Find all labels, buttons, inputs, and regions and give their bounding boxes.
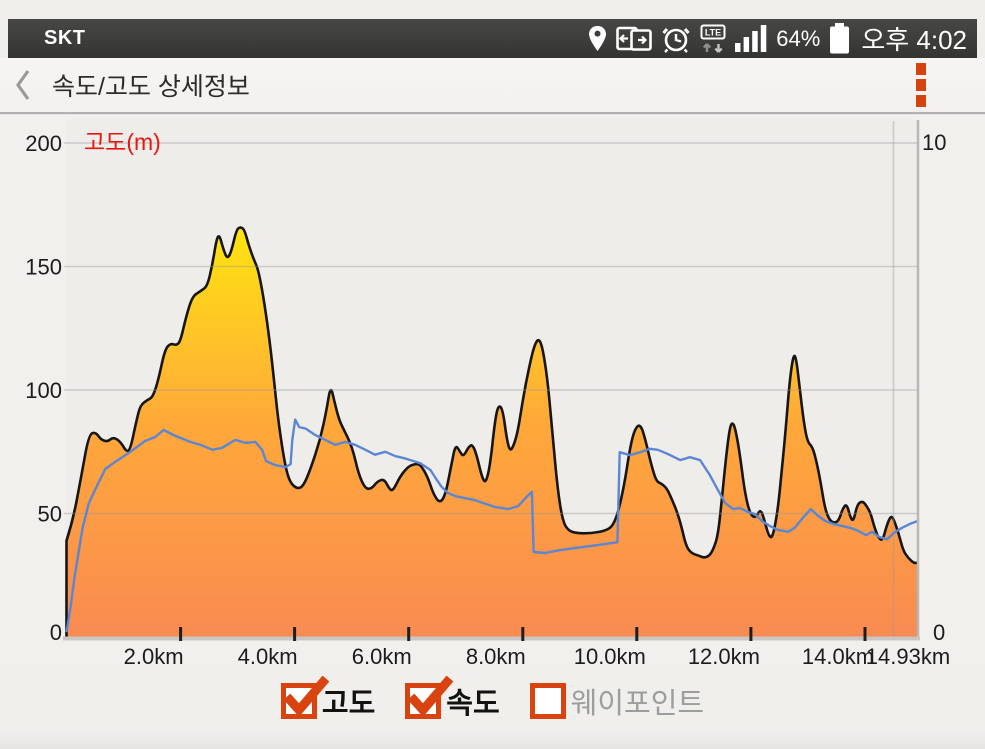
legend-label-speed: 속도 [446, 688, 500, 720]
back-button[interactable] [0, 58, 46, 112]
x-axis-label: 8.0km [466, 644, 526, 669]
menu-dot-icon [916, 95, 926, 107]
header-divider [0, 112, 985, 114]
altitude-checkbox[interactable] [280, 675, 330, 719]
x-axis-label: 2.0km [124, 644, 184, 669]
screen-share-icon [616, 26, 653, 52]
x-axis-label: 14.93km [866, 644, 950, 669]
left-axis-label: 0 [50, 620, 62, 645]
battery-percent-label: 64% [776, 25, 821, 51]
header: 속도/고도 상세정보 [0, 58, 985, 112]
status-icons: LTE 64% 오후 4:02 [588, 20, 967, 57]
chevron-left-icon [16, 70, 30, 100]
altitude-speed-chart[interactable]: 0 50 100 150 200 고도(m) 10 0 2.0km 4.0km 6.0km 8.0km… [0, 115, 985, 670]
checkmark-icon [407, 675, 454, 717]
left-axis-label: 50 [38, 502, 62, 527]
x-axis-label: 12.0km [688, 644, 760, 669]
header-divider-light [0, 114, 985, 115]
right-axis-label: 0 [933, 620, 945, 645]
bottom-edge [0, 732, 985, 749]
altitude-area [66, 227, 918, 637]
left-axis-label: 150 [25, 255, 62, 280]
menu-dot-icon [916, 79, 926, 91]
carrier-label: SKT [44, 27, 86, 49]
overflow-menu-button[interactable] [903, 58, 939, 112]
lte-icon: LTE [700, 24, 726, 53]
altitude-outline [65, 226, 918, 637]
legend-label-waypoint: 웨이포인트 [570, 688, 705, 720]
svg-text:LTE: LTE [705, 28, 721, 38]
signal-icon [735, 25, 767, 52]
x-axis-label: 4.0km [238, 644, 298, 669]
page-title: 속도/고도 상세정보 [52, 73, 250, 101]
speed-line [65, 418, 919, 633]
clock-label: 오후 4:02 [861, 25, 967, 55]
battery-icon [829, 23, 850, 54]
chart-legend: 고도 속도 웨이포인트 [0, 670, 985, 732]
left-axis-label: 200 [25, 131, 62, 156]
checkmark-icon [283, 675, 330, 717]
right-axis-label: 10 [922, 130, 946, 155]
menu-dot-icon [916, 63, 926, 75]
location-icon [588, 25, 607, 52]
speed-checkbox[interactable] [405, 675, 454, 719]
legend-label-altitude: 고도 [321, 688, 376, 720]
left-axis-label: 100 [25, 378, 62, 403]
x-axis-label: 6.0km [352, 644, 412, 669]
alarm-icon [661, 25, 691, 53]
x-axis-label: 14.0km [802, 644, 874, 669]
legend-item-speed[interactable]: 속도 [405, 675, 500, 722]
legend-item-altitude[interactable]: 고도 [280, 675, 376, 722]
waypoint-checkbox[interactable] [529, 683, 566, 719]
legend-item-waypoint[interactable]: 웨이포인트 [529, 680, 705, 722]
altitude-axis-title: 고도(m) [84, 129, 161, 155]
x-axis-label: 10.0km [574, 644, 646, 669]
status-bar: SKT LTE 64% 오후 4:02 [8, 19, 977, 58]
